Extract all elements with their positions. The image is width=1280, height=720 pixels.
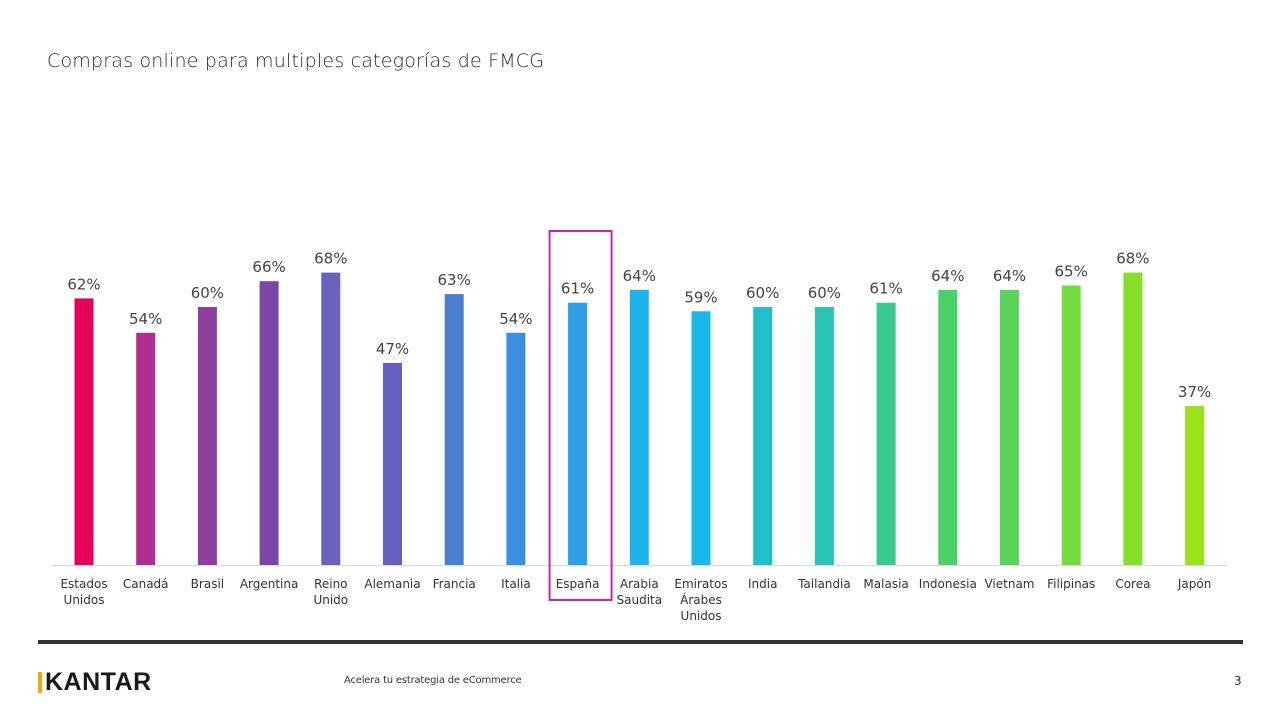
category-label: India [748, 577, 777, 591]
bar-chart: 62% Estados Unidos 54% Canadá 60% Brasil 66% Arg… [52, 230, 1227, 623]
highlight-box [548, 230, 613, 601]
category-label: Emiratos Árabes Unidos [674, 577, 727, 623]
data-label: 54% [129, 310, 162, 328]
category-label-line: Unido [313, 593, 348, 607]
category-label-line: Brasil [191, 577, 224, 591]
page-number: 3 [1234, 674, 1242, 688]
data-label: 60% [808, 284, 841, 302]
category-label: Arabia Saudita [617, 577, 663, 607]
category-label-line: Unidos [681, 609, 722, 623]
category-label-line: Indonesia [919, 577, 977, 591]
category-label-line: Japón [1177, 577, 1211, 591]
category-label-line: Árabes [680, 592, 722, 607]
data-label: 61% [869, 280, 902, 298]
footer-caption: Acelera tu estrategia de eCommerce [344, 675, 522, 686]
bar [506, 332, 526, 565]
data-label: 47% [376, 340, 409, 358]
bar [938, 289, 958, 565]
bar [136, 332, 156, 565]
chart-title: Compras online para multiples categorías… [47, 50, 545, 72]
bar [444, 294, 464, 565]
data-label: 66% [252, 258, 285, 276]
footer-divider [38, 640, 1243, 644]
category-label-line: Corea [1115, 577, 1150, 591]
bar [814, 307, 834, 565]
category-label: Tailandia [797, 577, 851, 591]
logo-accent-mark [38, 671, 42, 693]
category-label: España [556, 577, 600, 591]
category-label: Italia [501, 577, 531, 591]
category-label: Argentina [240, 577, 299, 591]
data-label: 59% [684, 288, 717, 306]
category-label-line: Italia [501, 577, 531, 591]
category-label-line: Estados [60, 577, 107, 591]
category-label-line: España [556, 577, 600, 591]
category-label-line: Saudita [617, 593, 663, 607]
data-label: 65% [1055, 263, 1088, 281]
bar [321, 272, 341, 565]
data-label: 63% [438, 271, 471, 289]
category-label: Alemania [364, 577, 420, 591]
bar [383, 362, 402, 565]
category-label-line: Vietnam [984, 577, 1034, 591]
category-label: Corea [1115, 577, 1150, 591]
category-label-line: Malasia [863, 577, 908, 591]
data-label: 64% [931, 267, 964, 285]
category-label-line: Francia [433, 577, 476, 591]
category-label: Japón [1177, 577, 1211, 591]
bar [1061, 285, 1081, 565]
bar [1123, 272, 1143, 565]
data-label: 60% [191, 284, 224, 302]
category-label-line: Unidos [64, 593, 105, 607]
data-label: 60% [746, 284, 779, 302]
category-label-line: India [748, 577, 777, 591]
category-label: Canadá [123, 577, 169, 591]
category-label: Francia [433, 577, 476, 591]
data-label: 68% [314, 250, 347, 268]
bar [876, 302, 896, 565]
category-label: Estados Unidos [60, 577, 107, 607]
category-label: Reino Unido [313, 577, 348, 607]
category-label: Vietnam [984, 577, 1034, 591]
bar [1185, 405, 1205, 565]
category-label: Filipinas [1047, 577, 1095, 591]
data-label: 37% [1178, 383, 1211, 401]
category-label-line: Alemania [364, 577, 420, 591]
category-label-line: Argentina [240, 577, 299, 591]
category-label: Indonesia [919, 577, 977, 591]
bar [753, 307, 773, 565]
bar [568, 302, 588, 565]
data-label: 64% [993, 267, 1026, 285]
data-label: 61% [561, 280, 594, 298]
logo-text: KANTAR [45, 667, 152, 696]
data-label: 68% [1116, 250, 1149, 268]
bar [259, 281, 279, 565]
category-label-line: Reino [314, 577, 347, 591]
category-label-line: Arabia [620, 577, 659, 591]
bar [74, 298, 94, 565]
bar [197, 307, 217, 565]
category-label: Malasia [863, 577, 908, 591]
bar [691, 311, 711, 565]
kantar-logo: KANTAR [38, 668, 152, 696]
category-label-line: Filipinas [1047, 577, 1095, 591]
data-label: 54% [499, 310, 532, 328]
data-label: 62% [67, 275, 100, 293]
data-label: 64% [623, 267, 656, 285]
category-label-line: Canadá [123, 577, 169, 591]
bar [629, 289, 649, 565]
bar [1000, 289, 1019, 565]
category-label-line: Emiratos [674, 577, 727, 591]
category-label-line: Tailandia [797, 577, 851, 591]
category-label: Brasil [191, 577, 224, 591]
